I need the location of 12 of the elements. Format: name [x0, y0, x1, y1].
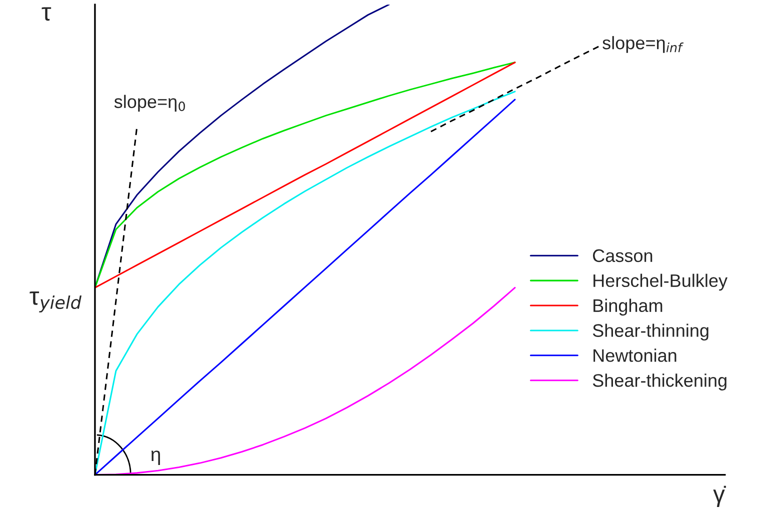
legend-label: Casson [592, 249, 652, 262]
legend-label: Newtonian [594, 348, 676, 362]
text: τ$_{yield}$ [30, 291, 82, 312]
annotation: η [151, 450, 160, 466]
annotation: slope=η$_{0}$ [114, 94, 185, 112]
legend-label: Herschel-Bulkley [594, 274, 728, 291]
legend-label: Bingham [594, 298, 662, 316]
legend-label: Shear-thinning [592, 324, 708, 341]
y-axis-title: τ [42, 7, 52, 21]
annotation: slope=η$_{inf}$ [602, 36, 684, 53]
x-axis-title: γ̇ [713, 486, 726, 507]
legend-label: Shear-thickening [592, 374, 726, 390]
